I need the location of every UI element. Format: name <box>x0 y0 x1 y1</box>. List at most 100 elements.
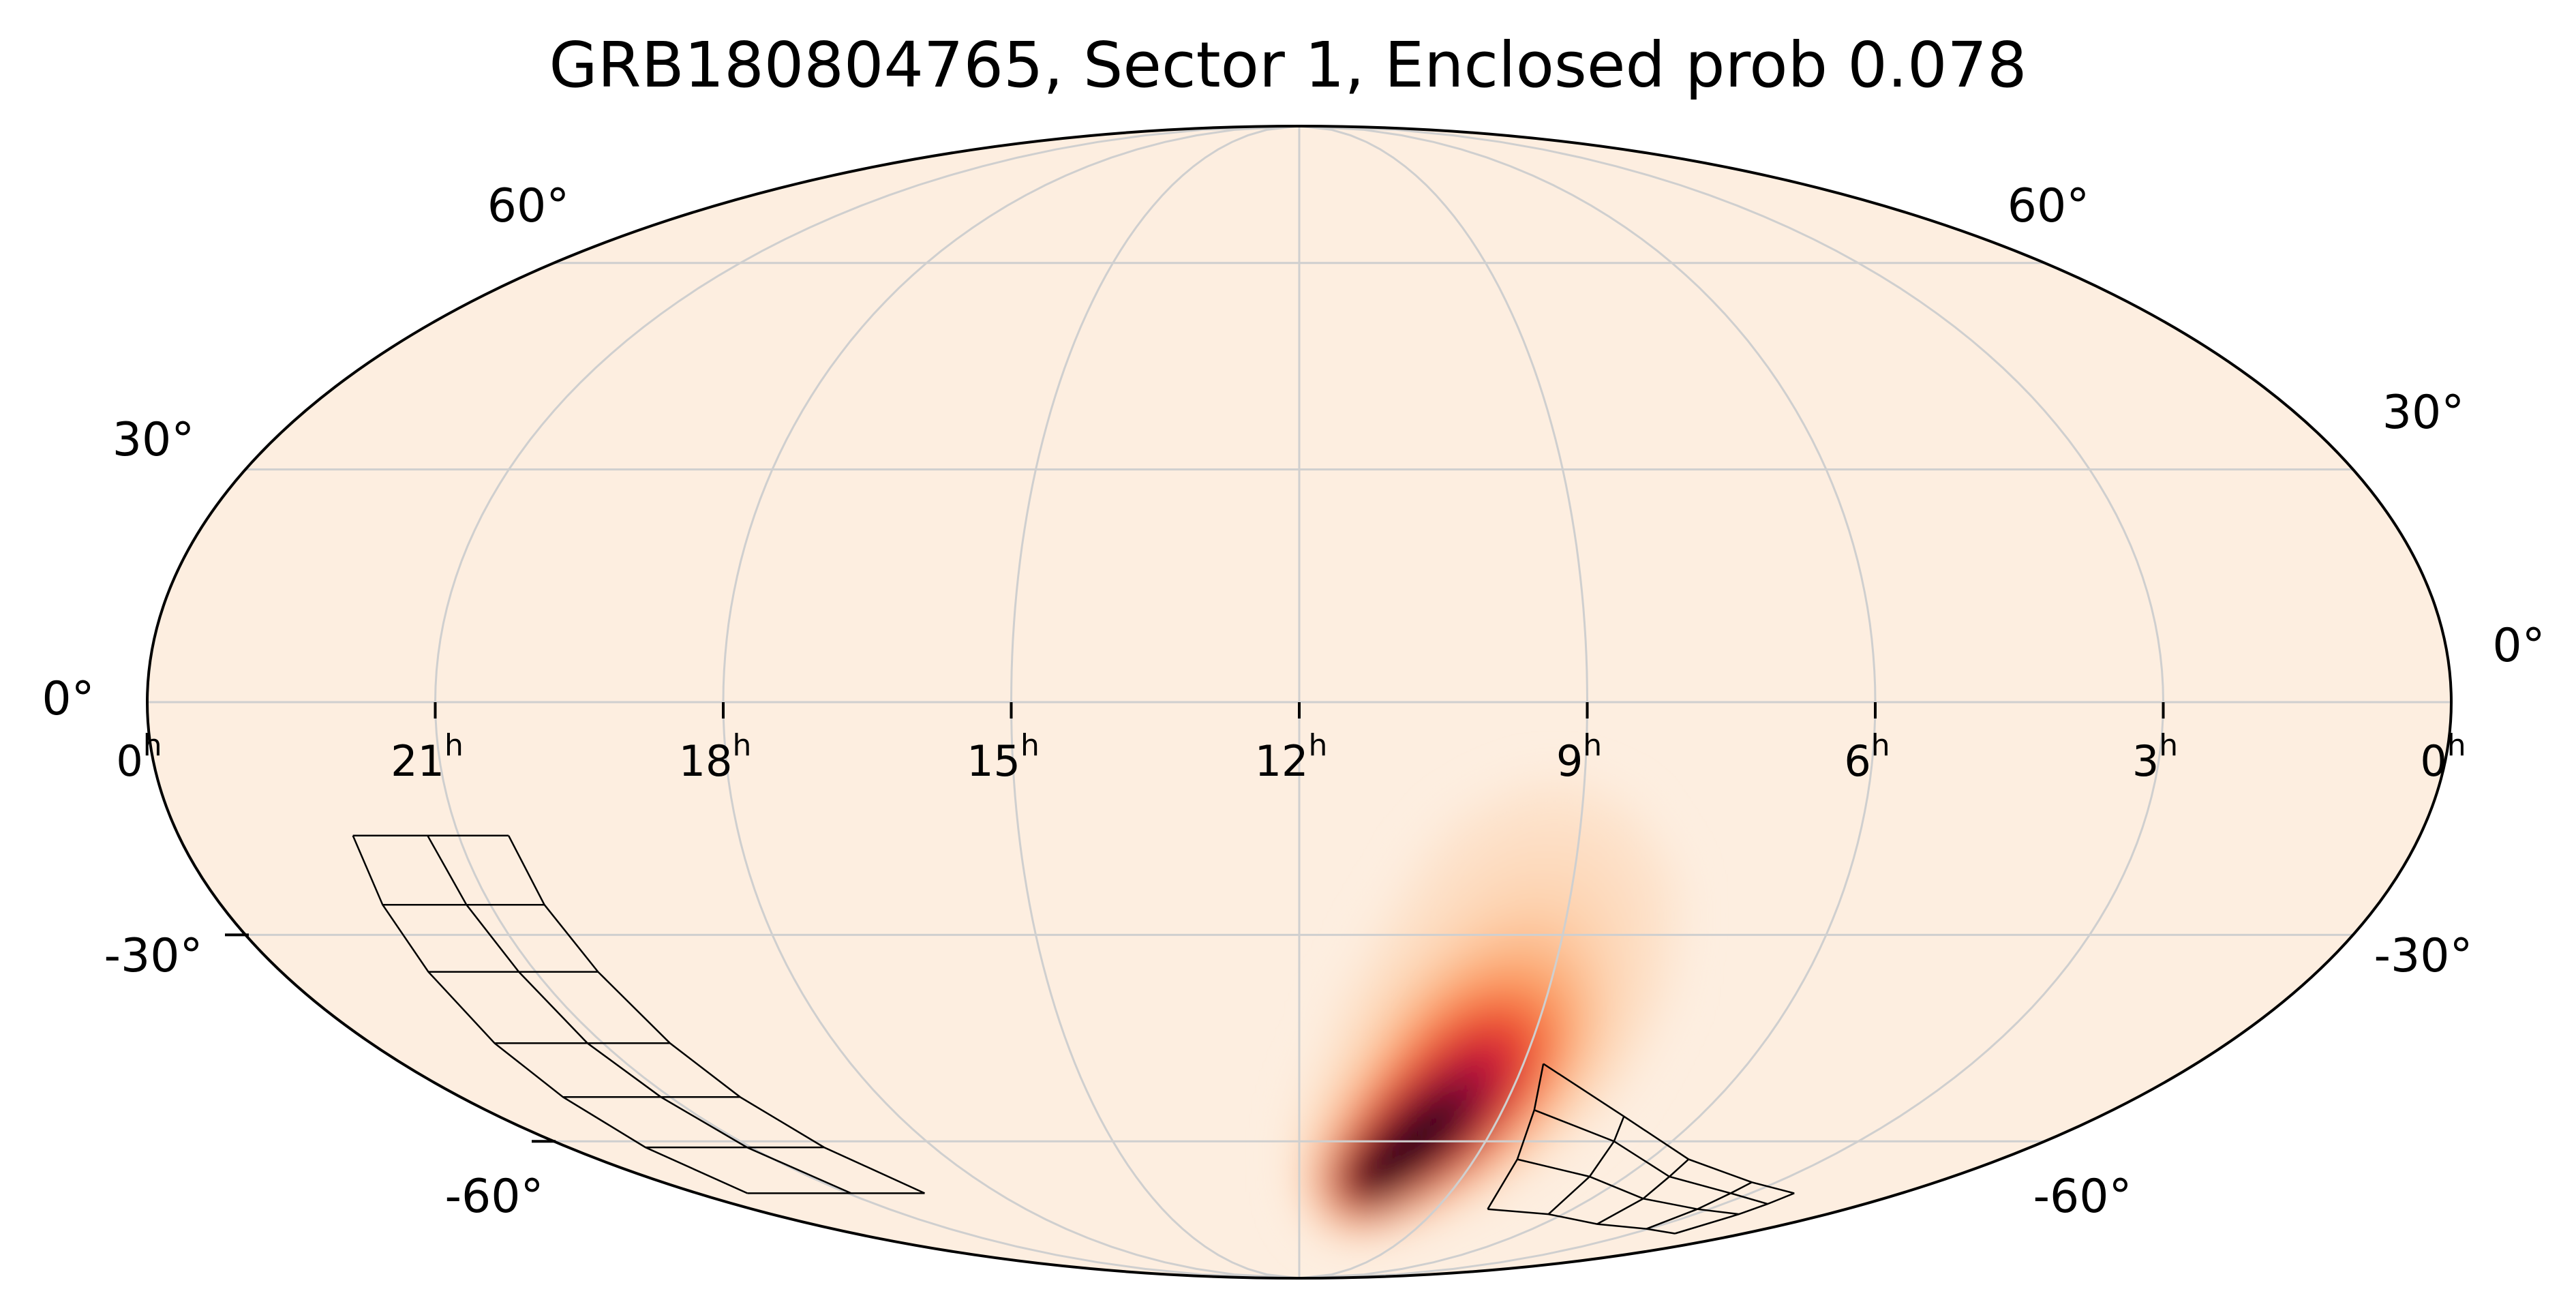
heatmap-cell <box>1337 1181 1345 1192</box>
heatmap-cell <box>1605 995 1617 1010</box>
heatmap-cell <box>1363 1197 1371 1208</box>
dec-label-left: 30° <box>112 413 195 467</box>
heatmap-cell <box>1331 1181 1340 1192</box>
heatmap-cell <box>1515 907 1528 922</box>
heatmap-cell <box>1344 1220 1352 1230</box>
heatmap-cell <box>1573 929 1586 944</box>
heatmap-cell <box>1617 963 1628 977</box>
heatmap-cell <box>1544 826 1557 841</box>
heatmap-cell <box>1396 1213 1404 1224</box>
heatmap-cell <box>1653 929 1665 944</box>
heatmap-cell <box>1437 963 1449 977</box>
heatmap-cell <box>1582 929 1594 944</box>
heatmap-cell <box>1633 861 1645 876</box>
heatmap-cell <box>1577 779 1590 794</box>
heatmap-cell <box>1551 907 1564 922</box>
heatmap-cell <box>1622 973 1633 988</box>
heatmap-cell <box>1391 896 1404 910</box>
heatmap-cell <box>1579 941 1592 955</box>
heatmap-cell <box>1415 929 1427 944</box>
ccd-edge <box>352 835 748 1194</box>
heatmap-cell <box>1342 995 1353 1010</box>
heatmap-cell <box>1305 1181 1314 1192</box>
heatmap-cell <box>1407 1220 1414 1230</box>
heatmap-cell <box>1531 861 1544 876</box>
heatmap-cell <box>1519 884 1532 899</box>
heatmap-cell <box>1628 826 1641 841</box>
heatmap-cell <box>1455 884 1468 899</box>
heatmap-cell <box>1526 985 1538 999</box>
heatmap-cell <box>1431 1189 1440 1200</box>
heatmap-cell <box>1424 1205 1432 1216</box>
heatmap-cell <box>1499 896 1512 910</box>
heatmap-cell <box>1426 1197 1434 1208</box>
heatmap-cell <box>1635 849 1647 864</box>
heatmap-cell <box>1569 952 1580 966</box>
heatmap-cell <box>1496 838 1509 853</box>
heatmap-cell <box>1555 815 1568 830</box>
heatmap-cell <box>1638 973 1650 988</box>
heatmap-cell <box>1585 873 1597 888</box>
heatmap-cell <box>1379 941 1391 955</box>
heatmap-cell <box>1331 1205 1339 1216</box>
heatmap-cell <box>1410 973 1422 988</box>
heatmap-cell <box>1492 985 1504 999</box>
heatmap-cell <box>1376 985 1387 999</box>
heatmap-cell <box>1421 1181 1430 1192</box>
heatmap-cell <box>1554 826 1566 841</box>
heatmap-cell <box>1494 861 1507 876</box>
heatmap-cell <box>1506 826 1519 841</box>
heatmap-cell <box>1585 791 1598 806</box>
heatmap-cell <box>1644 929 1656 944</box>
heatmap-cell <box>1607 896 1620 910</box>
ra-tick-superscript: h <box>1871 728 1890 763</box>
heatmap-cell <box>1534 907 1546 922</box>
heatmap-cell <box>1330 1189 1338 1200</box>
heatmap-cell <box>1429 963 1440 977</box>
heatmap-cell <box>1484 941 1496 955</box>
heatmap-cell <box>1643 985 1654 999</box>
heatmap-cell <box>1562 838 1575 853</box>
dec-label-right: 60° <box>2007 179 2090 233</box>
heatmap-cell <box>1498 995 1510 1010</box>
heatmap-cell <box>1475 941 1487 955</box>
heatmap-cell <box>1411 1197 1419 1208</box>
heatmap-cell <box>1333 1006 1344 1021</box>
heatmap-cell <box>1481 896 1494 910</box>
heatmap-cell <box>1601 826 1613 841</box>
heatmap-cell <box>1320 1181 1329 1192</box>
heatmap-cell <box>1395 1181 1404 1192</box>
heatmap-cell <box>1378 952 1390 966</box>
heatmap-cell <box>1318 1205 1326 1216</box>
heatmap-cell <box>1591 826 1604 841</box>
heatmap-cell <box>1542 849 1554 864</box>
heatmap-cell <box>1372 1197 1380 1208</box>
heatmap-cell <box>1457 861 1470 876</box>
ccd-edge <box>507 835 926 1194</box>
heatmap-cell <box>1411 861 1424 876</box>
heatmap-cell <box>1384 985 1395 999</box>
heatmap-cell <box>1307 1079 1318 1092</box>
heatmap-cell <box>1453 973 1464 988</box>
heatmap-cell <box>1641 907 1654 922</box>
heatmap-cell <box>1504 849 1517 864</box>
heatmap-cell <box>1352 1213 1360 1224</box>
heatmap-cell <box>1546 884 1559 899</box>
heatmap-cell <box>1436 973 1447 988</box>
heatmap-cell <box>1503 929 1515 944</box>
heatmap-cell <box>1580 838 1593 853</box>
heatmap-cell <box>1639 873 1652 888</box>
heatmap-cell <box>1625 849 1638 864</box>
heatmap-cell <box>1417 985 1429 999</box>
heatmap-cell <box>1635 929 1648 944</box>
heatmap-cell <box>1594 791 1607 806</box>
heatmap-cell <box>1514 963 1526 977</box>
heatmap-cell <box>1353 1227 1361 1237</box>
heatmap-cell <box>1456 873 1469 888</box>
heatmap-cell <box>1520 973 1532 988</box>
heatmap-cell <box>1382 1220 1389 1230</box>
heatmap-cell <box>1559 985 1571 999</box>
chart-title: GRB180804765, Sector 1, Enclosed prob 0.… <box>549 29 2027 102</box>
heatmap-cell <box>1521 873 1533 888</box>
heatmap-cell <box>1630 995 1641 1010</box>
